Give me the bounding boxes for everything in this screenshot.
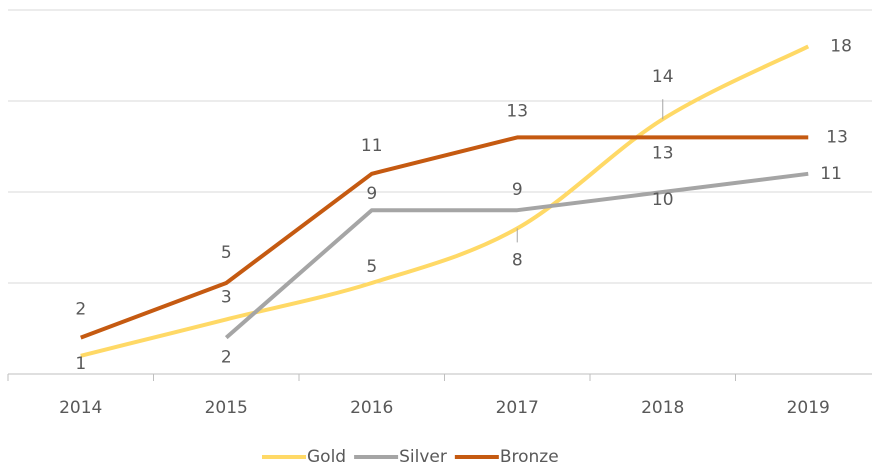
legend-label: Gold xyxy=(307,447,346,467)
x-tick-label: 2015 xyxy=(205,398,248,418)
series-line xyxy=(80,44,810,358)
x-tick-label: 2019 xyxy=(787,398,830,418)
x-tick-label: 2018 xyxy=(641,398,684,418)
data-label: 13 xyxy=(826,127,848,147)
data-label: 2 xyxy=(221,348,232,368)
data-label: 18 xyxy=(830,36,852,56)
x-tick-label: 2016 xyxy=(350,398,393,418)
data-label: 14 xyxy=(652,67,674,87)
legend-label: Bronze xyxy=(500,447,559,467)
data-label: 2 xyxy=(75,300,86,320)
series-line xyxy=(80,135,809,340)
x-tick-label: 2014 xyxy=(59,398,102,418)
data-label: 13 xyxy=(652,143,674,163)
data-label: 9 xyxy=(512,180,523,200)
data-label: 11 xyxy=(361,136,383,156)
data-label: 5 xyxy=(366,257,377,277)
data-label: 3 xyxy=(221,287,232,307)
data-label: 5 xyxy=(221,243,232,263)
data-label: 8 xyxy=(512,250,523,270)
data-label: 9 xyxy=(366,184,377,204)
data-label: 10 xyxy=(652,190,674,210)
data-label: 1 xyxy=(75,354,86,374)
series-line xyxy=(224,171,809,340)
legend-label: Silver xyxy=(399,447,447,467)
x-tick-label: 2017 xyxy=(496,398,539,418)
data-label: 13 xyxy=(506,101,528,121)
data-label: 11 xyxy=(820,164,842,184)
